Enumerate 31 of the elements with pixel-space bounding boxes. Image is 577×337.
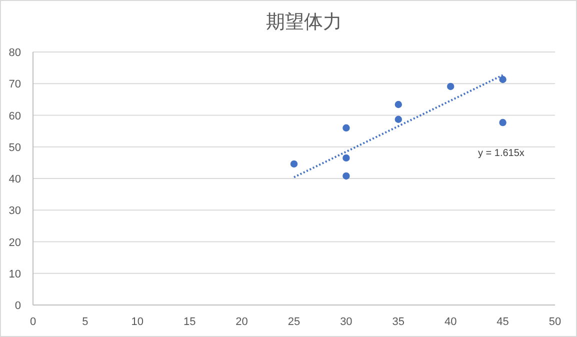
- point: [394, 100, 402, 108]
- x-tick-label: 25: [288, 316, 300, 328]
- y-tick-label: 10: [8, 268, 21, 280]
- point: [394, 116, 402, 123]
- point: [290, 160, 298, 168]
- x-tick-label: 30: [340, 316, 352, 328]
- y-tick-label: 60: [8, 110, 21, 122]
- x-tick-label: 40: [444, 316, 457, 328]
- x-tick-label: 50: [548, 316, 562, 328]
- y-tick-label: 0: [14, 300, 21, 312]
- point: [342, 154, 350, 162]
- y-tick-label: 80: [8, 47, 21, 59]
- y-tick-label: 20: [8, 236, 21, 249]
- point: [342, 124, 350, 132]
- x-tick-label: 45: [496, 316, 509, 328]
- x-tick-label: 15: [183, 316, 196, 328]
- chart-title: 期望体力: [266, 12, 342, 33]
- y-tick-label: 70: [8, 78, 21, 91]
- point: [342, 172, 350, 180]
- annotation: y = 1.615x: [478, 148, 524, 159]
- y-tick-label: 50: [8, 142, 21, 154]
- x-tick-label: 20: [236, 316, 248, 328]
- y-tick-label: 30: [8, 205, 21, 218]
- point: [447, 82, 454, 90]
- x-tick-label: 5: [82, 316, 88, 328]
- x-tick-label: 0: [30, 316, 36, 328]
- x-tick-label: 10: [131, 316, 144, 328]
- point: [499, 76, 506, 84]
- y-tick-label: 40: [8, 174, 21, 186]
- point: [499, 118, 506, 126]
- x-tick-label: 35: [392, 316, 405, 328]
